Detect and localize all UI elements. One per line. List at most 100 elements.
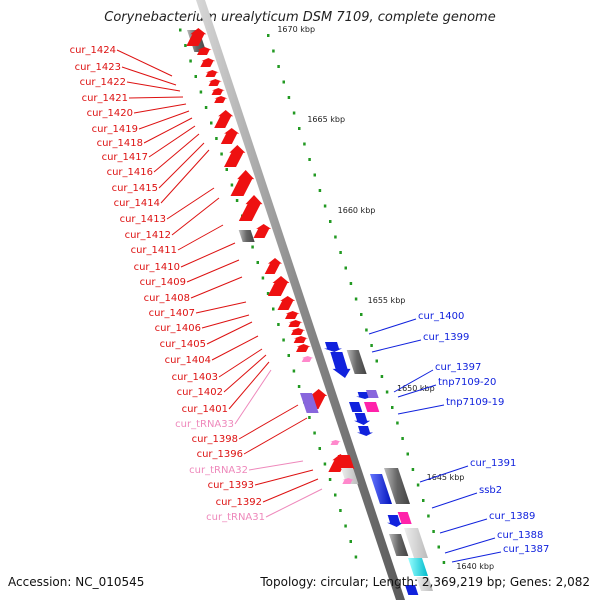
label-connector [201,314,250,329]
forward-gene-arrow [253,224,272,238]
forward-gene-arrow [328,454,349,472]
label-connector [228,361,270,410]
forward-gene-arrow [208,79,222,86]
gene-label-left: cur_1406 [155,323,201,334]
tick-dot [406,452,409,456]
forward-gene-arrow [288,320,303,327]
tick-dot [194,75,197,78]
tick-dot [189,59,192,63]
label-connector [393,369,434,393]
tick-dot [365,328,368,332]
scale-label: 1665 kbp [307,115,345,124]
gene-label-left: cur_1420 [87,108,133,119]
tick-dot [339,509,342,512]
gene-label-left: cur_1421 [82,93,128,104]
tick-dot [323,204,327,208]
forward-gene-arrow [214,96,228,103]
label-connector [148,125,196,158]
label-connector [451,551,502,563]
label-connector [166,187,215,220]
tick-dot [334,493,337,497]
label-connector [248,460,304,471]
tick-dot [344,524,347,528]
tick-dot [313,431,316,435]
gene-label-right: cur_1389 [489,511,535,522]
gene-label-left: cur_1403 [172,372,218,383]
gene-label-left: cur_1411 [131,245,177,256]
reverse-gene-block [370,474,392,504]
gene-label-left: cur_1419 [92,124,138,135]
tick-dot [297,385,301,388]
forward-gene-arrow [330,440,342,445]
gene-label-right: tnp7109-19 [446,397,504,408]
label-connector [171,197,220,236]
tick-dot [344,266,347,270]
tick-dot [282,338,285,342]
tick-dot [210,121,213,125]
tick-dot [308,416,311,419]
label-connector [153,133,200,173]
right-label-lines [368,318,502,563]
tick-dot [380,375,384,378]
reverse-gene-arrow [357,426,373,436]
label-connector [186,259,240,283]
reverse-gene-block [349,402,363,412]
scale-label: 1670 kbp [277,25,315,34]
label-connector [234,369,272,425]
gene-label-left: cur_1414 [114,198,160,209]
forward-gene-arrow [267,276,290,296]
forward-gene-arrow [291,328,306,335]
feature-track [186,28,433,595]
tick-dot [329,220,332,223]
tick-dot [266,292,270,295]
label-connector [190,276,243,299]
tick-dot [318,189,322,192]
accession: Accession: NC_010545 [8,575,145,589]
tick-dot [272,307,275,311]
tick-dot [277,65,280,68]
tick-dot [349,282,353,285]
tick-dot [199,90,203,94]
tick-dot [256,261,259,264]
gene-label-left: cur_1416 [107,167,153,178]
tick-dot [303,142,306,146]
gene-label-left: cur_1404 [165,355,211,366]
label-connector [211,335,259,361]
label-connector [243,417,308,455]
scale-label: 1650 kbp [397,384,435,393]
label-connector [397,404,445,415]
tick-dot [334,235,337,239]
label-connector [158,142,205,189]
repeat-region [397,512,412,524]
gene-label-left: cur_tRNA33 [175,419,234,430]
tick-dot [360,313,363,316]
genome-summary: Topology: circular; Length: 2,369,219 bp… [260,575,590,589]
forward-gene-arrow [238,195,263,221]
tick-dot [427,514,430,518]
tick-dot [354,297,358,301]
label-connector [397,384,437,398]
tick-dot [339,251,342,254]
label-connector [439,518,488,534]
tick-dot [442,561,446,564]
gene-label-right: cur_1400 [418,311,464,322]
tick-dot [401,437,404,440]
forward-gene-arrow [214,110,234,128]
forward-gene-arrow [296,344,311,352]
gene-label-left: cur_1396 [197,449,243,460]
gene-label-right: cur_1388 [497,530,543,541]
left-labels: cur_1424 cur_1423 cur_1422 cur_1421 cur_1420… [70,45,265,523]
position-ticks [179,28,446,564]
tick-dot [292,111,296,115]
tick-dot [313,173,316,177]
forward-gene-arrow [293,336,308,343]
gene-label-left: cur_1415 [112,183,158,194]
gene-label-right: cur_1399 [423,332,469,343]
gene-label-left: cur_1409 [140,277,186,288]
label-connector [138,110,190,130]
gene-label-left: cur_1417 [102,152,148,163]
forward-gene-arrow [224,145,246,167]
scale-label: 1660 kbp [338,206,376,215]
pseudogene-block [384,468,410,504]
tick-dot [277,323,280,326]
